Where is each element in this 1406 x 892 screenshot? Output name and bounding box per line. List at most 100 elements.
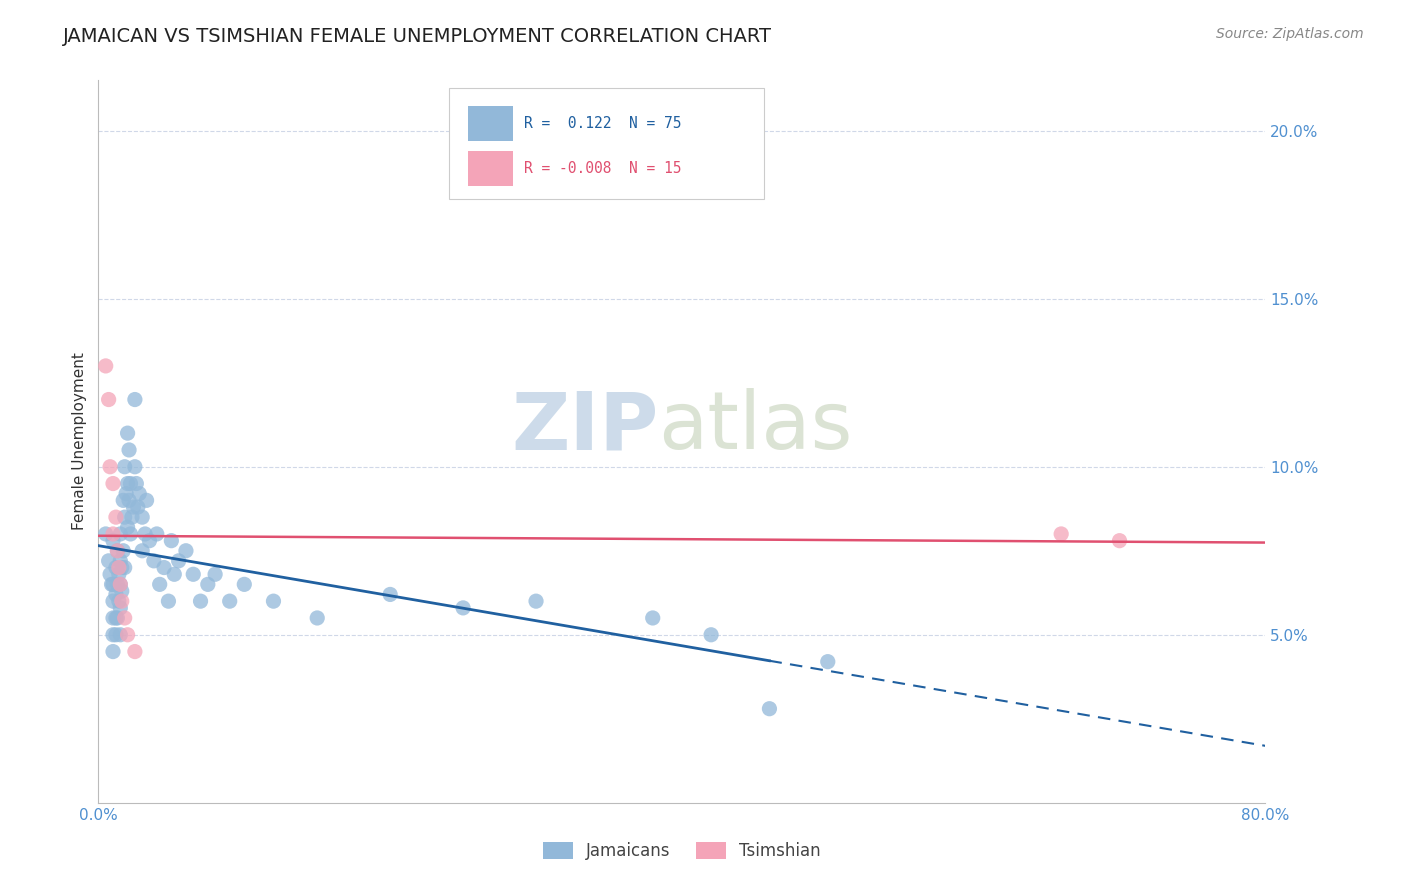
Point	[105, 611, 128, 625]
Point	[110, 600, 132, 615]
Point	[101, 594, 124, 608]
Point	[117, 628, 139, 642]
FancyBboxPatch shape	[468, 151, 513, 186]
Point	[105, 543, 128, 558]
Point	[451, 600, 474, 615]
Point	[108, 594, 131, 608]
Point	[117, 476, 139, 491]
Point	[112, 543, 135, 558]
Point	[100, 577, 122, 591]
Point	[380, 587, 402, 601]
Point	[124, 459, 146, 474]
Point	[101, 577, 124, 591]
Point	[131, 510, 153, 524]
Point	[118, 442, 141, 457]
Point	[1050, 527, 1073, 541]
Point	[233, 577, 256, 591]
Point	[104, 510, 127, 524]
Point	[110, 577, 132, 591]
Point	[307, 611, 329, 625]
Point	[111, 584, 134, 599]
Point	[98, 459, 121, 474]
Point	[115, 486, 138, 500]
Point	[104, 611, 127, 625]
Text: R =  0.122  N = 75: R = 0.122 N = 75	[524, 116, 682, 131]
Text: JAMAICAN VS TSIMSHIAN FEMALE UNEMPLOYMENT CORRELATION CHART: JAMAICAN VS TSIMSHIAN FEMALE UNEMPLOYMEN…	[63, 27, 772, 45]
Point	[700, 628, 723, 642]
Point	[134, 527, 156, 541]
Point	[128, 486, 150, 500]
Point	[120, 527, 142, 541]
Point	[122, 500, 145, 514]
FancyBboxPatch shape	[449, 87, 763, 200]
Point	[112, 493, 135, 508]
Text: atlas: atlas	[658, 388, 853, 467]
Point	[101, 527, 124, 541]
Point	[104, 560, 127, 574]
Point	[108, 567, 131, 582]
Point	[160, 533, 183, 548]
Point	[104, 628, 127, 642]
Point	[101, 476, 124, 491]
Point	[204, 567, 226, 582]
Point	[120, 476, 142, 491]
Point	[104, 587, 127, 601]
Text: Source: ZipAtlas.com: Source: ZipAtlas.com	[1216, 27, 1364, 41]
Point	[174, 543, 197, 558]
Point	[94, 527, 117, 541]
Point	[149, 577, 172, 591]
Point	[218, 594, 240, 608]
Point	[101, 628, 124, 642]
Point	[117, 520, 139, 534]
Point	[131, 543, 153, 558]
Point	[114, 560, 136, 574]
Point	[125, 476, 148, 491]
Text: R = -0.008  N = 15: R = -0.008 N = 15	[524, 161, 682, 176]
FancyBboxPatch shape	[468, 106, 513, 141]
Legend: Jamaicans, Tsimshian: Jamaicans, Tsimshian	[536, 835, 828, 867]
Point	[167, 554, 190, 568]
Point	[94, 359, 117, 373]
Point	[114, 510, 136, 524]
Point	[190, 594, 212, 608]
Point	[101, 533, 124, 548]
Point	[197, 577, 219, 591]
Point	[138, 533, 160, 548]
Point	[181, 567, 204, 582]
Point	[124, 644, 146, 658]
Point	[111, 594, 134, 608]
Point	[153, 560, 176, 574]
Point	[111, 560, 134, 574]
Text: ZIP: ZIP	[512, 388, 658, 467]
Point	[97, 554, 120, 568]
Point	[641, 611, 664, 625]
Point	[127, 500, 149, 514]
Point	[110, 577, 132, 591]
Point	[101, 611, 124, 625]
Point	[105, 577, 128, 591]
Point	[110, 527, 132, 541]
Point	[135, 493, 157, 508]
Point	[121, 510, 143, 524]
Y-axis label: Female Unemployment: Female Unemployment	[72, 352, 87, 531]
Point	[97, 392, 120, 407]
Point	[98, 567, 121, 582]
Point	[758, 702, 780, 716]
Point	[524, 594, 547, 608]
Point	[118, 493, 141, 508]
Point	[101, 644, 124, 658]
Point	[817, 655, 839, 669]
Point	[146, 527, 169, 541]
Point	[163, 567, 186, 582]
Point	[262, 594, 284, 608]
Point	[157, 594, 180, 608]
Point	[108, 560, 131, 574]
Point	[114, 459, 136, 474]
Point	[124, 392, 146, 407]
Point	[105, 543, 128, 558]
Point	[1108, 533, 1130, 548]
Point	[110, 628, 132, 642]
Point	[117, 426, 139, 441]
Point	[110, 554, 132, 568]
Point	[114, 611, 136, 625]
